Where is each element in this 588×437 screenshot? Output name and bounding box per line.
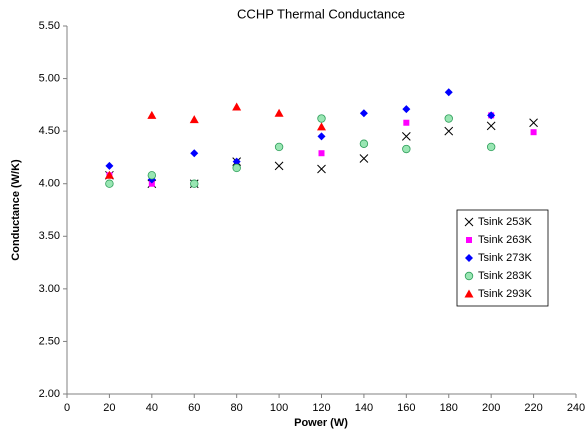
x-tick-label: 180 (440, 402, 458, 414)
x-tick-label: 140 (355, 402, 373, 414)
marker (147, 110, 157, 119)
y-tick-label: 5.50 (39, 20, 60, 32)
legend-label: Tsink 253K (478, 216, 532, 228)
x-tick-label: 0 (64, 402, 70, 414)
marker (530, 129, 537, 136)
legend-label: Tsink 263K (478, 234, 532, 246)
marker (359, 154, 369, 163)
y-tick-label: 5.00 (39, 72, 60, 84)
legend-marker (464, 271, 474, 281)
x-tick-label: 100 (270, 402, 288, 414)
marker (190, 179, 199, 188)
marker (444, 114, 453, 123)
marker (529, 118, 538, 128)
x-tick-label: 40 (146, 402, 158, 414)
legend-label: Tsink 293K (478, 288, 532, 300)
y-tick-label: 4.50 (39, 125, 60, 137)
x-tick-label: 80 (231, 402, 243, 414)
legend-marker (464, 289, 474, 298)
y-tick-label: 3.50 (39, 230, 60, 242)
x-tick-label: 20 (103, 402, 115, 414)
x-tick-label: 200 (482, 402, 500, 414)
marker (444, 88, 453, 97)
marker (148, 180, 155, 187)
marker (487, 111, 496, 120)
marker (401, 132, 411, 141)
x-tick-label: 220 (524, 402, 542, 414)
marker (317, 164, 326, 174)
x-tick-label: 120 (312, 402, 330, 414)
x-tick-label: 60 (188, 402, 200, 414)
legend-label: Tsink 273K (478, 252, 532, 264)
x-tick-label: 240 (567, 402, 585, 414)
marker (486, 142, 496, 152)
marker (317, 114, 326, 123)
legend-marker (466, 237, 472, 243)
x-tick-label: 160 (397, 402, 415, 414)
marker (403, 119, 410, 126)
marker (486, 121, 496, 131)
marker (359, 139, 369, 148)
marker (317, 132, 326, 141)
marker (232, 163, 241, 173)
marker (104, 170, 114, 179)
marker (274, 108, 284, 117)
marker (444, 126, 454, 136)
y-tick-label: 2.00 (39, 388, 60, 400)
marker (190, 149, 199, 158)
chart-title: CCHP Thermal Conductance (237, 6, 405, 21)
legend-marker (464, 217, 474, 227)
marker (147, 171, 157, 180)
marker (189, 115, 199, 124)
marker (105, 179, 114, 188)
marker (232, 157, 241, 166)
y-tick-label: 2.50 (39, 335, 60, 347)
marker (274, 142, 284, 152)
marker (359, 109, 368, 118)
marker (274, 161, 284, 171)
y-axis-label: Conductance (W/K) (10, 159, 22, 261)
marker (232, 102, 242, 111)
marker (105, 161, 114, 170)
y-tick-label: 3.00 (39, 283, 60, 295)
legend-label: Tsink 283K (478, 270, 532, 282)
marker (318, 150, 325, 157)
legend-marker (465, 254, 473, 262)
marker (402, 144, 411, 154)
marker (317, 122, 326, 131)
y-tick-label: 4.00 (39, 178, 60, 190)
marker (402, 105, 411, 114)
x-axis-label: Power (W) (294, 417, 348, 429)
